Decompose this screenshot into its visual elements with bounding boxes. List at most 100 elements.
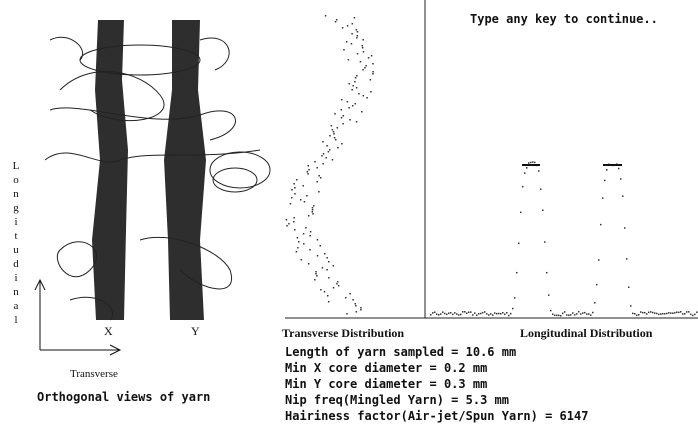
dot [650, 311, 652, 313]
dot [360, 307, 362, 309]
dot [349, 119, 351, 121]
dot [476, 314, 478, 316]
result-line: Length of yarn sampled = 10.6 mm [285, 345, 516, 359]
dot [656, 313, 658, 315]
dot [630, 305, 632, 307]
dot [502, 312, 504, 314]
dot [584, 312, 586, 314]
dot [337, 147, 339, 149]
dot [286, 225, 288, 227]
result-line: Nip freq(Mingled Yarn) = 5.3 mm [285, 393, 509, 407]
dot [349, 293, 351, 295]
dot [504, 314, 506, 316]
dot [594, 302, 596, 304]
dot [362, 47, 364, 49]
dot [464, 311, 466, 313]
dot [357, 35, 359, 37]
dot [540, 188, 542, 190]
dot [306, 195, 308, 197]
dot [688, 311, 690, 313]
yarn-cores [92, 20, 206, 320]
dot [351, 43, 353, 45]
dot [322, 141, 324, 143]
dot [351, 33, 353, 35]
dot [546, 272, 548, 274]
dot [326, 145, 328, 147]
dot [470, 311, 472, 313]
dot [654, 312, 656, 314]
loop [50, 108, 235, 140]
dot [666, 313, 668, 315]
dot [341, 109, 343, 111]
dot [438, 314, 440, 316]
dot [500, 313, 502, 315]
dot [294, 193, 296, 195]
longitudinal-dots [430, 161, 698, 316]
dot [354, 103, 356, 105]
dot [303, 243, 305, 245]
dot [294, 187, 296, 189]
distribution-label: Transverse Distribution [282, 326, 404, 341]
dot [357, 31, 359, 33]
dot [310, 231, 312, 233]
dot [538, 170, 540, 172]
dot [690, 314, 692, 316]
dot [360, 61, 362, 63]
dot [333, 287, 335, 289]
dot [314, 161, 316, 163]
dot [320, 245, 322, 247]
dot [586, 313, 588, 315]
dot [325, 15, 327, 17]
dot [354, 17, 356, 19]
dot [355, 305, 357, 307]
dot [370, 91, 372, 93]
dot [578, 311, 580, 313]
dot [308, 215, 310, 217]
dot [351, 89, 353, 91]
dot [694, 314, 696, 316]
distribution-label: Longitudinal Distribution [520, 326, 652, 341]
dot [558, 315, 560, 317]
dot [343, 49, 345, 51]
dot [456, 313, 458, 315]
dot [302, 185, 304, 187]
dot [317, 255, 319, 257]
dot [365, 65, 367, 67]
dot [442, 311, 444, 313]
dot [316, 275, 318, 277]
dot [328, 151, 330, 153]
dot [291, 189, 293, 191]
caption: Orthogonal views of yarn [37, 390, 210, 404]
dot [315, 271, 317, 273]
dot [338, 285, 340, 287]
dot [371, 55, 373, 57]
dot [626, 258, 628, 260]
dot [355, 303, 357, 305]
dot [452, 314, 454, 316]
dot [288, 223, 290, 225]
dot [486, 313, 488, 315]
dot [618, 168, 620, 170]
dot [658, 314, 660, 316]
dot [524, 172, 526, 174]
dot [307, 173, 309, 175]
dot [434, 311, 436, 313]
dot [325, 157, 327, 159]
dot [580, 313, 582, 315]
dot [460, 314, 462, 316]
loop [50, 37, 83, 60]
dot [676, 311, 678, 313]
dot [520, 212, 522, 214]
dot [372, 63, 374, 65]
dot [352, 105, 354, 107]
dot [554, 315, 556, 317]
dot [342, 27, 344, 29]
dot [293, 221, 295, 223]
dot [356, 75, 358, 77]
dot [315, 273, 317, 275]
dot [454, 312, 456, 314]
dot [342, 123, 344, 125]
dot [490, 313, 492, 315]
dot [348, 83, 350, 85]
dot [301, 259, 303, 261]
